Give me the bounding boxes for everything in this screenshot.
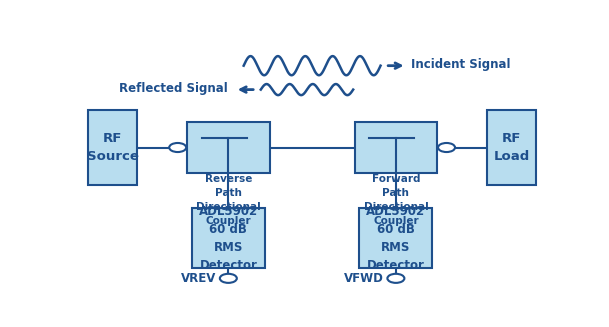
Text: Incident Signal: Incident Signal [411, 58, 511, 71]
Text: ADL5902
60 dB
RMS
Detector: ADL5902 60 dB RMS Detector [367, 205, 426, 272]
Circle shape [220, 274, 237, 283]
Text: VFWD: VFWD [344, 272, 384, 285]
FancyBboxPatch shape [88, 110, 138, 185]
Circle shape [387, 274, 404, 283]
Text: Reflected Signal: Reflected Signal [119, 82, 228, 95]
Text: ADL5902
60 dB
RMS
Detector: ADL5902 60 dB RMS Detector [199, 205, 258, 272]
Text: Forward
Path
Directional
Coupler: Forward Path Directional Coupler [364, 174, 428, 226]
Text: RF
Source: RF Source [86, 132, 139, 163]
Circle shape [438, 143, 455, 152]
FancyBboxPatch shape [359, 208, 432, 268]
Text: RF
Load: RF Load [493, 132, 530, 163]
FancyBboxPatch shape [487, 110, 537, 185]
FancyBboxPatch shape [354, 122, 437, 173]
FancyBboxPatch shape [187, 122, 270, 173]
Text: Reverse
Path
Directional
Coupler: Reverse Path Directional Coupler [196, 174, 261, 226]
FancyBboxPatch shape [192, 208, 265, 268]
Circle shape [169, 143, 186, 152]
Text: VREV: VREV [181, 272, 217, 285]
